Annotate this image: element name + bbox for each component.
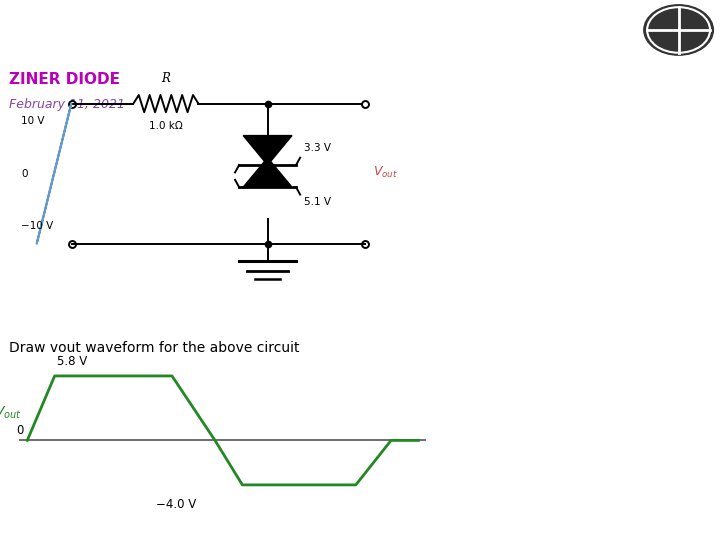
Text: 0: 0	[22, 168, 28, 179]
Text: Electronic Technician Certification Program: Electronic Technician Certification Prog…	[11, 26, 448, 44]
Text: Draw vout waveform for the above circuit: Draw vout waveform for the above circuit	[9, 341, 300, 355]
Text: −10 V: −10 V	[22, 221, 54, 232]
Text: ★: ★	[330, 0, 340, 10]
Text: Continuing: Continuing	[466, 26, 541, 39]
Text: Education: Education	[477, 42, 531, 52]
Text: ★: ★	[344, 8, 354, 18]
Text: ZINER DIODE: ZINER DIODE	[9, 72, 120, 87]
Polygon shape	[243, 158, 292, 187]
Text: 0: 0	[16, 424, 23, 437]
Text: $V_{out}$: $V_{out}$	[0, 404, 22, 421]
Text: San Diego: San Diego	[478, 12, 529, 21]
Text: 1.0 kΩ: 1.0 kΩ	[149, 122, 183, 131]
Polygon shape	[243, 136, 292, 165]
Text: 5.1 V: 5.1 V	[304, 197, 331, 207]
Text: −4.0 V: −4.0 V	[156, 498, 196, 511]
Text: 10 V: 10 V	[22, 116, 45, 126]
Text: $V_{out}$: $V_{out}$	[374, 165, 398, 180]
Text: ★: ★	[359, 2, 369, 12]
Text: 5.8 V: 5.8 V	[57, 355, 87, 368]
Text: R: R	[161, 71, 171, 85]
Circle shape	[644, 5, 714, 55]
Text: February 11, 2021: February 11, 2021	[9, 98, 125, 111]
Text: 3.3 V: 3.3 V	[304, 143, 331, 153]
Text: ★: ★	[315, 6, 325, 16]
